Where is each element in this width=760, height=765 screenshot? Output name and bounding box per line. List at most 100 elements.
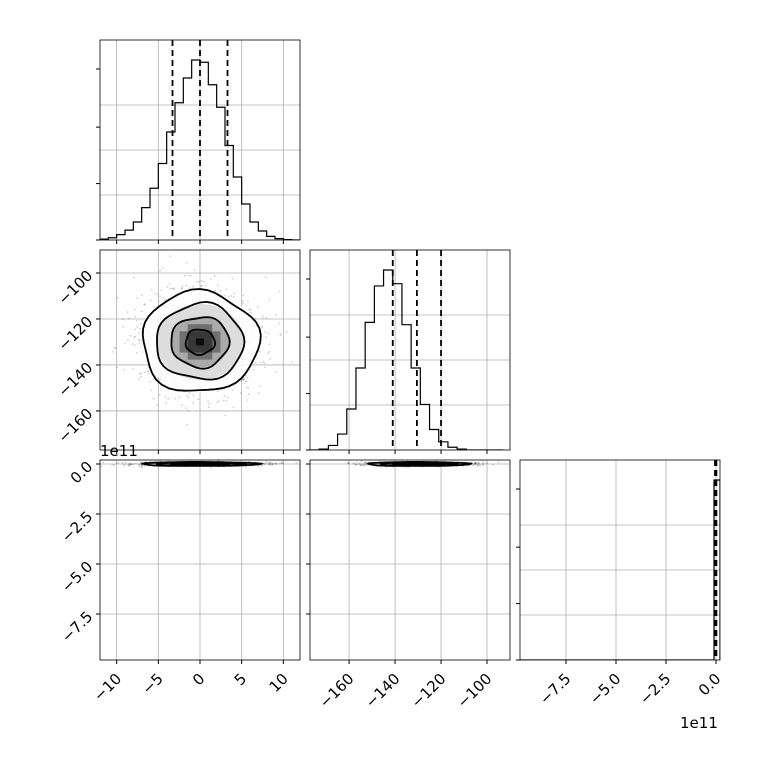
sample-point [242,294,244,296]
sample-point [140,323,142,325]
sample-point [242,300,244,302]
sample-point [228,295,230,297]
sample-point [296,462,298,464]
density-cell [188,338,196,345]
sample-point [266,317,268,319]
sample-point [240,380,242,382]
sample-point [214,275,216,277]
sample-point [248,309,250,311]
sample-point [272,463,274,465]
x-tick-label-1-0: −160 [316,670,358,712]
sample-point [159,295,161,297]
density-cell [196,345,204,352]
sample-point [193,394,195,396]
x-tick-label-1-1: −140 [362,670,404,712]
sample-point [201,280,203,282]
sample-point [358,462,360,464]
sample-point [259,350,261,352]
y-tick-label-2-2: −2.5 [58,508,96,546]
sample-point [144,304,146,306]
y-tick-label-2-0: −7.5 [58,608,96,646]
sample-point [165,402,167,404]
sample-point [129,464,131,466]
sample-point [123,464,125,466]
sample-point [255,362,257,364]
sample-point [122,326,124,328]
sample-point [232,278,234,280]
sample-point [482,464,484,466]
sample-point [245,381,247,383]
sample-point [253,369,255,371]
sample-point [242,379,244,381]
sample-point [133,277,135,279]
sample-point [134,336,136,338]
sample-point [269,344,271,346]
sample-point [134,328,136,330]
sample-point [365,462,367,464]
sample-point [122,318,124,320]
sample-point [477,463,479,465]
panel-0-0 [96,40,300,244]
sample-point [127,311,129,313]
sample-point [473,464,475,466]
sample-point [247,399,249,401]
sample-point [187,397,189,399]
sample-point [217,285,219,287]
sample-point [167,286,169,288]
sample-point [136,352,138,354]
sample-point [141,294,143,296]
sample-point [140,373,142,375]
x-tick-label-1-3: −100 [454,670,496,712]
sample-point [227,397,229,399]
sample-point [224,395,226,397]
sample-point [258,465,260,467]
x-tick-label-2-3: 0.0 [695,670,725,700]
sample-point [208,403,210,405]
density-cell [204,338,212,345]
grid-lines [310,460,510,660]
sample-point [101,465,103,467]
sample-point [127,463,129,465]
panel-inner [520,460,720,660]
sample-point [149,381,151,383]
sample-point [162,267,164,269]
sample-point [159,270,161,272]
sample-point [138,463,140,465]
sample-point [135,463,137,465]
sample-point [181,404,183,406]
sample-point [112,351,114,353]
density-cell [196,331,204,338]
density-cell [196,338,204,345]
sample-point [132,368,134,370]
sample-point [186,395,188,397]
sample-point [282,461,284,463]
panel-inner [310,460,527,660]
sample-point [265,336,267,338]
sample-point [205,285,207,287]
sample-point [139,339,141,341]
sample-point [240,392,242,394]
sample-point [216,401,218,403]
x-tick-label-0-0: −10 [90,670,125,705]
sample-point [268,463,270,465]
y-tick-label-1-2: −120 [55,313,97,355]
sample-point [182,285,184,287]
sample-point [231,295,233,297]
sample-point [181,288,183,290]
sample-point [153,306,155,308]
sample-point [136,326,138,328]
panel-inner [100,40,300,240]
sample-point [259,385,261,387]
x-tick-label-0-2: 0 [189,670,208,689]
sample-point [263,361,265,363]
sample-point [125,462,127,464]
x-tick-label-2-2: −2.5 [636,670,674,708]
y-tick-label-2-1: −5.0 [58,558,96,596]
panel-2-1: −160−140−120−100 [306,460,527,712]
sample-point [276,463,278,465]
sample-point [247,301,249,303]
panel-inner [310,250,510,450]
sample-point [269,299,271,301]
